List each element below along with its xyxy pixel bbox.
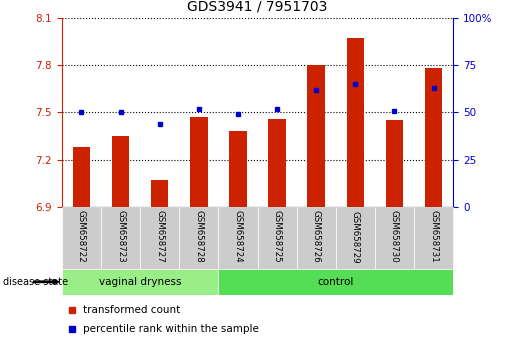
Text: control: control bbox=[318, 277, 354, 287]
Bar bbox=[112, 136, 129, 207]
Bar bbox=[425, 68, 442, 207]
Bar bbox=[347, 38, 364, 207]
Bar bbox=[268, 119, 286, 207]
Bar bbox=[190, 117, 208, 207]
Bar bbox=[218, 207, 258, 269]
Text: percentile rank within the sample: percentile rank within the sample bbox=[83, 324, 259, 334]
Bar bbox=[151, 180, 168, 207]
Text: GSM658731: GSM658731 bbox=[429, 210, 438, 263]
Bar bbox=[307, 65, 325, 207]
Text: disease state: disease state bbox=[3, 277, 67, 287]
Bar bbox=[386, 120, 403, 207]
Bar bbox=[229, 131, 247, 207]
Text: GSM658722: GSM658722 bbox=[77, 210, 86, 263]
Bar bbox=[375, 207, 414, 269]
Bar bbox=[140, 207, 179, 269]
Bar bbox=[62, 269, 218, 295]
Text: transformed count: transformed count bbox=[83, 305, 181, 315]
Bar bbox=[336, 207, 375, 269]
Bar bbox=[101, 207, 140, 269]
Bar bbox=[179, 207, 218, 269]
Text: GSM658725: GSM658725 bbox=[272, 210, 282, 263]
Text: GSM658729: GSM658729 bbox=[351, 211, 360, 263]
Text: GSM658728: GSM658728 bbox=[194, 210, 203, 263]
Text: GSM658726: GSM658726 bbox=[312, 210, 321, 263]
Text: GSM658727: GSM658727 bbox=[155, 210, 164, 263]
Text: vaginal dryness: vaginal dryness bbox=[99, 277, 181, 287]
Text: GSM658730: GSM658730 bbox=[390, 210, 399, 263]
Bar bbox=[73, 147, 90, 207]
Text: GSM658723: GSM658723 bbox=[116, 210, 125, 263]
Bar bbox=[258, 207, 297, 269]
Bar bbox=[414, 207, 453, 269]
Text: GSM658724: GSM658724 bbox=[233, 210, 243, 263]
Bar bbox=[218, 269, 453, 295]
Bar bbox=[62, 207, 101, 269]
Title: GDS3941 / 7951703: GDS3941 / 7951703 bbox=[187, 0, 328, 14]
Bar bbox=[297, 207, 336, 269]
